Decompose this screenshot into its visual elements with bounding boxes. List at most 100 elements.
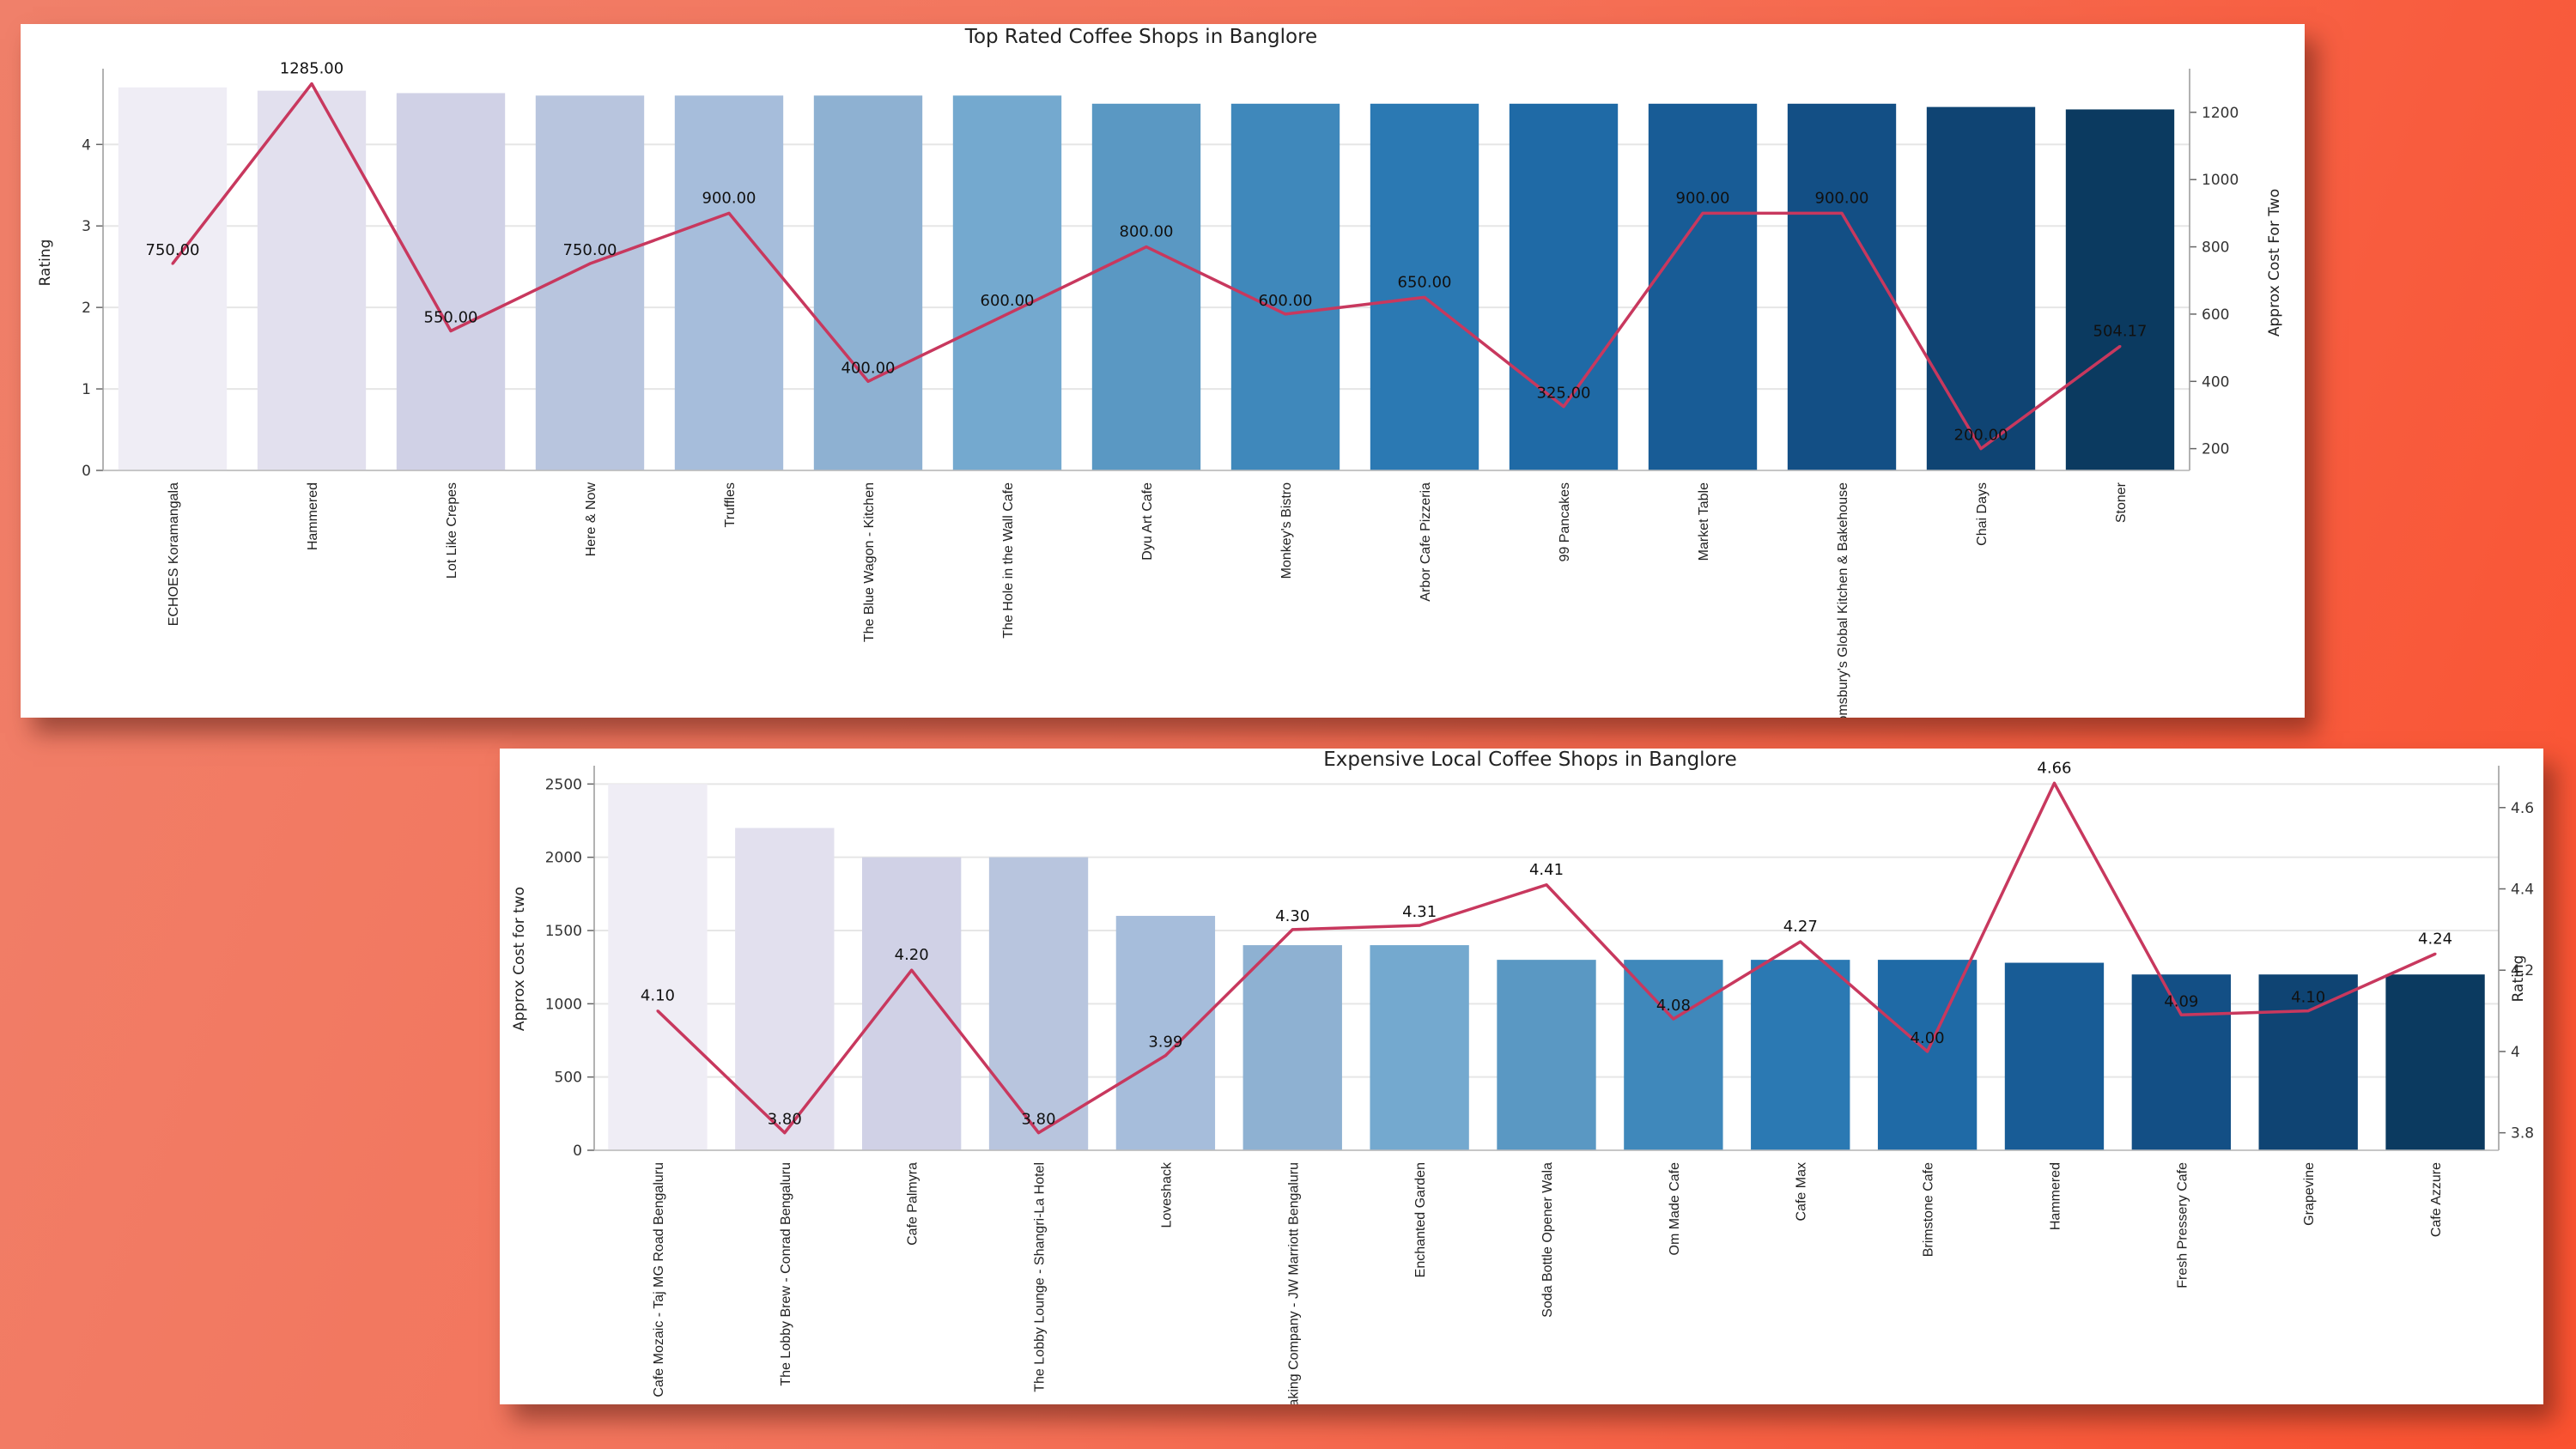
bar [1648,103,1758,471]
line-point [2306,1009,2310,1013]
bar [1751,960,1850,1150]
data-label: 4.09 [2164,992,2198,1010]
chart-panel-top-rated: 750.00 1285.00 550.00 750.00 900.00 400.00 600… [21,24,2305,718]
x-tick-label: Monkey's Bistro [1279,482,1294,579]
y-tick-label: 3 [82,218,91,235]
line-point [449,330,453,333]
bar [1509,103,1619,471]
line-point [1284,312,1287,316]
chart-panel-expensive-local: 4.10 3.80 4.20 3.80 3.99 4.30 4.31 4.41 4.08 4.27… [500,749,2543,1404]
line-point [1423,295,1426,299]
line-point [1037,1131,1041,1135]
y2-tick-label: 3.8 [2511,1125,2534,1143]
line-point [2052,781,2056,785]
expensive-local-chart: 4.103.804.203.803.994.30 4.314.414.084.27… [511,749,2534,1404]
line-point [1418,924,1421,927]
data-label: 504.17 [2093,322,2148,340]
y2-axis-label: Rating [2510,955,2527,1003]
y2-axis-label: Approx Cost For Two [2266,189,2283,336]
line-point [1840,211,1844,215]
y2-tick-label: 1000 [2202,172,2239,189]
x-tick-label: Arbor Cafe Pizzeria [1419,482,1433,602]
data-label: 900.00 [1815,189,1869,207]
x-tick-label: Truffles [723,482,738,527]
bar [1230,103,1340,471]
bar [608,784,708,1150]
data-label: 4.31 [1402,903,1437,921]
bar [1497,960,1596,1150]
data-label: 4.27 [1783,918,1818,936]
bar [1926,106,2036,470]
x-tick-label: Bengaluru Baking Company - JW Marriott B… [1286,1162,1301,1404]
data-label: 600.00 [981,292,1035,310]
line-point [1291,928,1294,931]
bar [1242,945,1342,1150]
x-tick-label: Cafe Max [1795,1162,1809,1221]
data-label: 400.00 [841,359,896,377]
line-point [1926,1050,1929,1053]
bar [1877,960,1978,1150]
bar [1370,103,1479,471]
line-point [656,1009,659,1013]
line-point [171,262,174,265]
y2-tick-label: 200 [2202,441,2229,458]
x-tick-label: The Lobby Brew - Conrad Bengaluru [779,1162,793,1386]
y-axis-label: Approx Cost for two [511,887,528,1031]
bar [674,95,784,470]
x-tick-label: Hammered [2048,1162,2063,1230]
data-label: 325.00 [1537,385,1591,403]
bar [257,90,367,470]
data-label: 4.10 [2291,989,2325,1007]
y2-tick-label: 4.2 [2511,962,2534,979]
line-point [1979,447,1983,451]
line-point [1799,940,1802,943]
y2-tick-label: 400 [2202,373,2229,391]
bar [952,95,1062,470]
line-point [2433,952,2437,955]
data-label: 4.00 [1911,1029,1945,1047]
y-tick-label: 0 [82,463,91,480]
bar [2004,962,2105,1150]
line-point [1005,312,1009,316]
bar [988,857,1089,1150]
line-point [2179,1013,2183,1016]
x-tick-label: Market Table [1697,482,1711,561]
line-point [1672,1017,1675,1021]
x-tick-label: The Lobby Lounge - Shangri-La Hotel [1033,1162,1048,1392]
y2-tick-label: 600 [2202,306,2229,324]
x-tick-label: The Hole in the Wall Cafe [1001,482,1016,639]
x-tick-label: Stoner [2114,482,2129,523]
bar [535,95,645,470]
bar [1115,915,1216,1150]
bar [735,828,835,1150]
data-label: 4.10 [641,987,675,1005]
x-tick-label: Cafe Azzure [2429,1162,2444,1237]
bar [1091,103,1201,471]
x-tick-label: Lot Like Crepes [445,482,459,579]
y2-tick-label: 4.4 [2511,881,2534,898]
data-label: 3.99 [1148,1034,1182,1052]
chart-title: Top Rated Coffee Shops in Banglore [964,26,1317,48]
line-point [1562,405,1565,409]
line-point [1163,1054,1167,1058]
data-label: 4.08 [1656,997,1691,1015]
x-tick-label: Bloomsbury's Global Kitchen & Bakehouse [1836,482,1850,718]
y-tick-label: 1000 [545,996,582,1013]
y-axis-label: Rating [37,239,54,287]
bar [1787,103,1897,471]
x-tick-label: Here & Now [584,482,598,557]
data-label: 4.30 [1275,907,1309,925]
data-label: 650.00 [1398,273,1452,291]
x-tick-label: 99 Pancakes [1558,482,1572,562]
bar [861,857,962,1150]
y-tick-label: 2 [82,300,91,317]
y2-tick-label: 800 [2202,239,2229,257]
y-tick-label: 500 [555,1070,582,1087]
data-label: 3.80 [768,1111,802,1129]
line-point [1145,246,1148,249]
bar [2258,974,2358,1150]
x-tick-label: ECHOES Koramangala [167,482,181,626]
x-tick-label: Enchanted Garden [1413,1162,1428,1277]
data-label: 900.00 [1676,189,1730,207]
bar [2065,109,2175,470]
